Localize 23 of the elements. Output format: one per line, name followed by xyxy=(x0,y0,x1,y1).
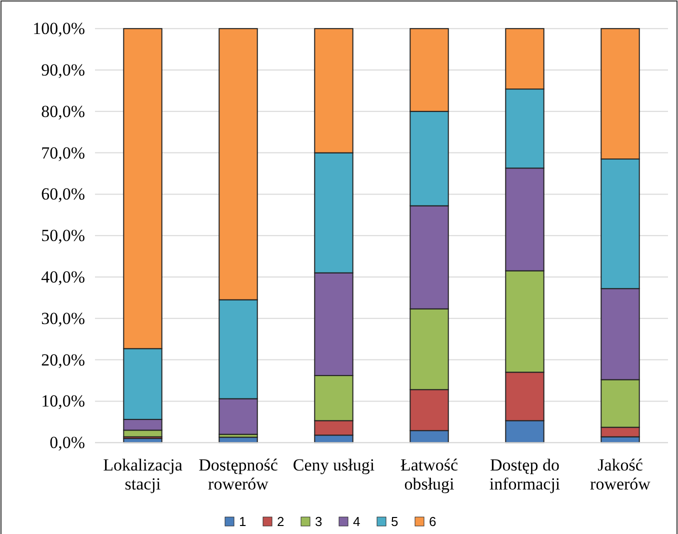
x-tick-label: Jakość rowerów xyxy=(590,456,652,494)
y-tick-label: 50,0% xyxy=(41,226,85,246)
y-tick-label: 20,0% xyxy=(41,350,85,370)
y-tick-label: 80,0% xyxy=(41,102,85,121)
legend-label: 5 xyxy=(391,514,398,529)
legend-label: 6 xyxy=(429,514,436,529)
y-tick-label: 60,0% xyxy=(41,184,85,204)
x-tick-label: Dostępność rowerów xyxy=(198,456,278,494)
x-tick-label: Dostęp do informacji xyxy=(489,456,560,494)
x-tick-label: Łatwość obsługi xyxy=(400,456,458,494)
y-tick-label: 90,0% xyxy=(41,60,85,80)
y-tick-label: 40,0% xyxy=(41,267,85,286)
y-tick-label: 70,0% xyxy=(41,143,85,162)
x-tick-label: Lokalizacja stacji xyxy=(103,456,183,494)
legend-label: 4 xyxy=(353,514,360,529)
y-tick-label: 100,0% xyxy=(32,19,85,38)
y-tick-label: 30,0% xyxy=(41,308,85,328)
y-tick-label: 0,0% xyxy=(50,433,85,452)
legend-label: 3 xyxy=(315,514,322,529)
x-tick-label: Ceny usługi xyxy=(292,456,375,475)
legend-label: 2 xyxy=(277,514,284,529)
legend-label: 1 xyxy=(239,514,246,529)
y-tick-label: 10,0% xyxy=(41,392,85,411)
